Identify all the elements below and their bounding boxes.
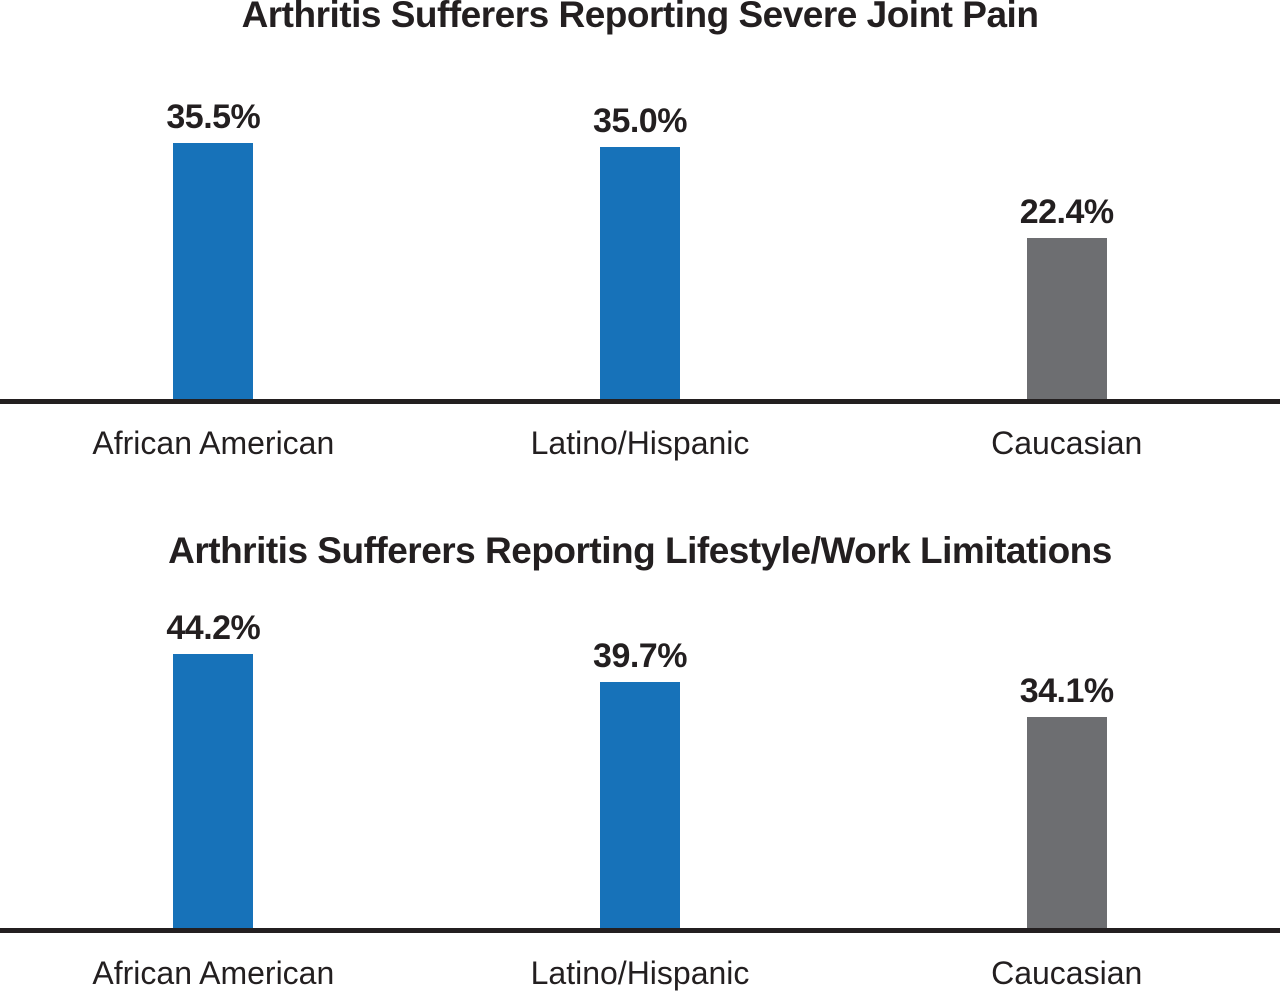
bar-column-latino-hispanic: 35.0% xyxy=(427,0,854,399)
category-label-african-american: African American xyxy=(92,425,335,461)
bar-value-label: 39.7% xyxy=(593,636,687,675)
x-axis-baseline xyxy=(0,928,1280,933)
category-labels-row: African American Latino/Hispanic Caucasi… xyxy=(0,954,1280,992)
chart-lifestyle-work-limitations: Arthritis Sufferers Reporting Lifestyle/… xyxy=(0,500,1280,1000)
category-label-caucasian: Caucasian xyxy=(991,955,1143,991)
bar-african-american xyxy=(173,143,254,399)
bar-caucasian xyxy=(1026,717,1107,928)
bar-column-caucasian: 22.4% xyxy=(853,0,1280,399)
category-label-latino-hispanic: Latino/Hispanic xyxy=(530,425,750,461)
bar-value-label: 35.0% xyxy=(593,101,687,140)
chart-title: Arthritis Sufferers Reporting Severe Joi… xyxy=(241,0,1039,35)
bar-value-label: 35.5% xyxy=(166,97,261,136)
category-labels-row: African American Latino/Hispanic Caucasi… xyxy=(0,424,1280,462)
plot-area: 44.2% 39.7% 34.1% xyxy=(0,500,1280,928)
x-axis-baseline xyxy=(0,399,1280,404)
bar-value-label: 44.2% xyxy=(166,608,261,647)
chart-severe-joint-pain: Arthritis Sufferers Reporting Severe Joi… xyxy=(0,0,1280,462)
bar-latino-hispanic xyxy=(600,682,680,928)
chart-title: Arthritis Sufferers Reporting Lifestyle/… xyxy=(168,530,1112,571)
category-label-latino-hispanic: Latino/Hispanic xyxy=(530,955,750,991)
bar-latino-hispanic xyxy=(600,147,680,399)
bar-value-label: 22.4% xyxy=(1019,192,1114,231)
bar-column-caucasian: 34.1% xyxy=(853,500,1280,928)
bar-value-label: 34.1% xyxy=(1019,671,1114,710)
category-label-caucasian: Caucasian xyxy=(991,425,1143,461)
bar-column-latino-hispanic: 39.7% xyxy=(427,500,854,928)
plot-area: 35.5% 35.0% 22.4% xyxy=(0,0,1280,399)
category-label-african-american: African American xyxy=(92,955,335,991)
bar-african-american xyxy=(173,654,254,928)
bar-caucasian xyxy=(1026,238,1107,399)
bar-column-african-american: 44.2% xyxy=(0,500,427,928)
bar-column-african-american: 35.5% xyxy=(0,0,427,399)
